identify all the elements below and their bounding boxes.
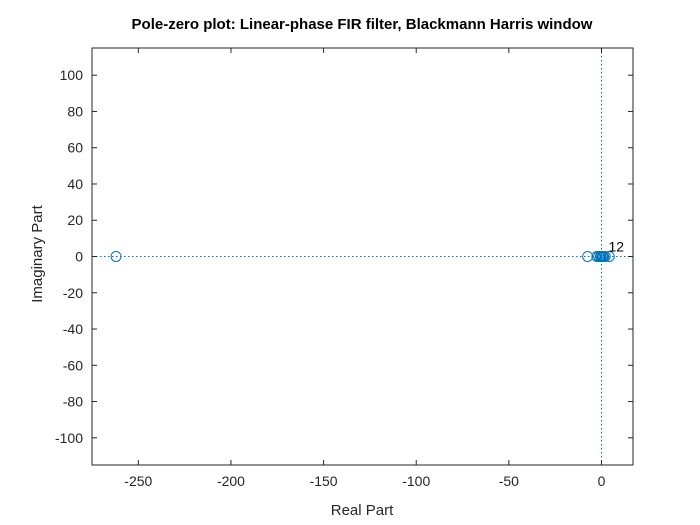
axes-box [91,47,634,466]
y-tick-label: -40 [63,321,83,337]
zero-marker [599,251,611,262]
y-tick-label: -20 [63,285,83,301]
y-tick-label: -100 [55,430,83,446]
y-axis-ticks: -100 -80 -60 -40 -20 0 20 40 60 80 100 [55,67,633,446]
x-tick-label: 0 [598,473,606,489]
y-tick-label: -60 [63,357,83,373]
y-tick-label: -80 [63,394,83,410]
pole-multiplicity-label: 12 [609,239,625,255]
y-tick-label: 40 [67,176,83,192]
y-tick-label: 60 [67,140,83,156]
x-tick-label: -150 [310,473,338,489]
x-tick-label: -100 [402,473,430,489]
y-tick-label: 80 [67,103,83,119]
x-axis-label: Real Part [331,502,394,519]
plot-area [91,47,634,466]
chart-title: Pole-zero plot: Linear-phase FIR filter,… [132,16,593,33]
y-axis-label: Imaginary Part [29,204,46,302]
pole-markers [597,252,606,261]
x-tick-label: -250 [124,473,152,489]
x-axis-ticks: -250 -200 -150 -100 -50 0 [124,48,606,489]
zero-marker [110,251,122,262]
zero-marker [582,251,594,262]
y-tick-label: 20 [67,212,83,228]
x-tick-label: -200 [217,473,245,489]
zero-marker [603,251,615,262]
y-tick-label: 100 [60,67,84,83]
y-tick-label: 0 [75,249,83,265]
x-tick-label: -50 [499,473,519,489]
pole-marker [597,252,606,261]
